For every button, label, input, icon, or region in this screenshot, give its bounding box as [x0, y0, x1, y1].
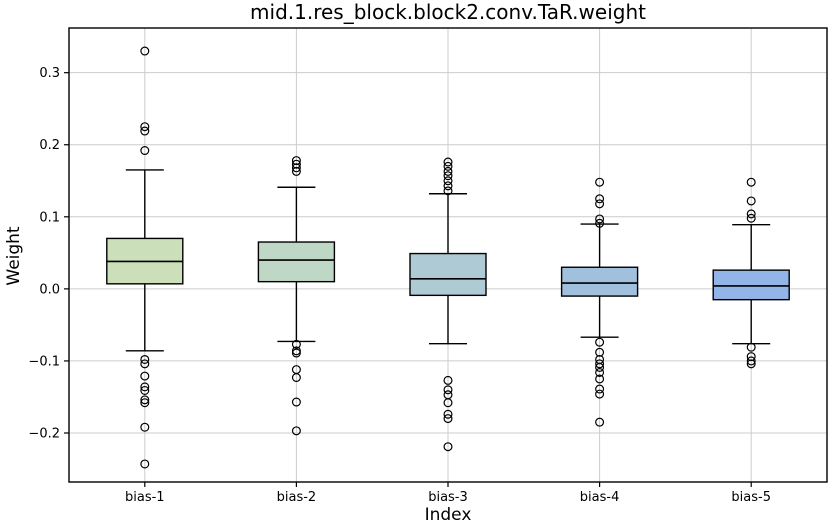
outlier-point	[140, 398, 150, 408]
outlier-point	[746, 356, 756, 366]
outlier-point	[595, 359, 605, 369]
outlier-point	[746, 209, 756, 219]
y-tick-label: 0.0	[39, 282, 60, 297]
outlier-point	[443, 171, 453, 181]
outlier-point	[443, 398, 453, 408]
outlier-point	[443, 385, 453, 395]
outlier-point	[443, 161, 453, 171]
box-bias-4	[560, 266, 639, 297]
x-tick-label: bias-1	[125, 490, 165, 505]
outlier-point	[140, 359, 150, 369]
x-tick-label: bias-5	[731, 490, 771, 505]
outlier-point	[443, 409, 453, 419]
outlier-point	[595, 218, 605, 228]
outlier-point	[140, 422, 150, 432]
y-tick-label: −0.1	[28, 354, 60, 369]
outlier-point	[443, 157, 453, 167]
outlier-point	[140, 459, 150, 469]
outlier-point	[746, 213, 756, 223]
x-tick-label: bias-3	[428, 490, 468, 505]
outlier-point	[746, 177, 756, 187]
outlier-point	[291, 163, 301, 173]
box-bias-5	[712, 269, 790, 301]
outlier-point	[291, 397, 301, 407]
outlier-point	[291, 166, 301, 176]
x-tick-label: bias-2	[277, 490, 317, 505]
box-bias-3	[409, 252, 487, 297]
outlier-point	[291, 339, 301, 349]
outlier-point	[291, 348, 301, 358]
x-tick-label: bias-4	[580, 490, 620, 505]
x-axis-label: Index	[424, 505, 472, 525]
outlier-point	[443, 186, 453, 196]
outlier-point	[140, 46, 150, 56]
outlier-point	[595, 417, 605, 427]
outlier-point	[746, 342, 756, 352]
outlier-point	[595, 177, 605, 187]
outlier-point	[140, 126, 150, 136]
outlier-point	[595, 384, 605, 394]
outlier-point	[595, 374, 605, 384]
outlier-point	[746, 359, 756, 369]
y-axis-label: Weight	[4, 226, 24, 286]
outlier-point	[443, 166, 453, 176]
outlier-point	[140, 395, 150, 405]
outlier-point	[140, 371, 150, 381]
outlier-point	[291, 426, 301, 436]
outlier-point	[595, 214, 605, 224]
outlier-point	[443, 176, 453, 186]
outlier-point	[140, 146, 150, 156]
outlier-point	[291, 373, 301, 383]
box-bias-2	[257, 241, 336, 283]
outlier-point	[140, 385, 150, 395]
outlier-point	[595, 367, 605, 377]
y-tick-label: −0.2	[28, 426, 60, 441]
outlier-point	[140, 122, 150, 132]
y-tick-label: 0.1	[39, 210, 60, 225]
outlier-point	[595, 362, 605, 372]
y-tick-label: 0.3	[39, 66, 60, 81]
outlier-point	[443, 442, 453, 452]
outlier-point	[746, 196, 756, 206]
outlier-point	[595, 337, 605, 347]
outlier-point	[595, 194, 605, 204]
outlier-point	[443, 414, 453, 424]
y-tick-label: 0.2	[39, 138, 60, 153]
outlier-point	[595, 199, 605, 209]
outlier-point	[443, 375, 453, 385]
outlier-point	[443, 181, 453, 191]
outlier-point	[595, 389, 605, 399]
outlier-point	[140, 354, 150, 364]
outlier-point	[140, 382, 150, 392]
chart-title: mid.1.res_block.block2.conv.TaR.weight	[250, 0, 646, 24]
